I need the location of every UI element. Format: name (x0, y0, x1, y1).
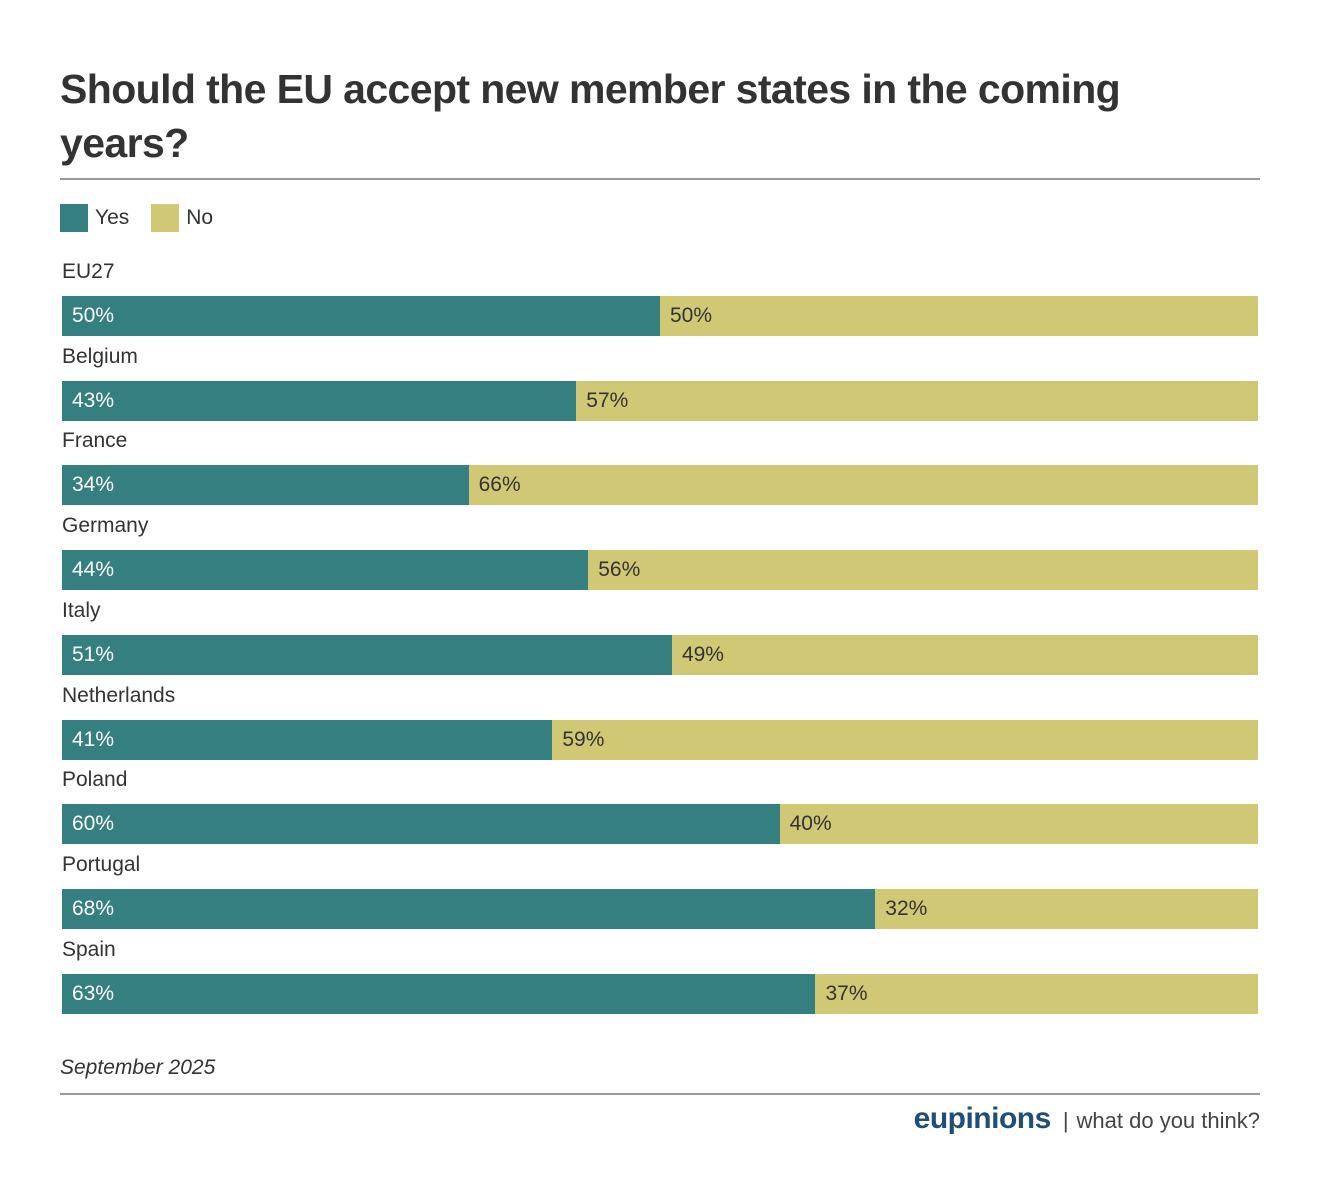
data-label-no-eu27: 50% (670, 304, 713, 327)
bar-no-germany (588, 550, 1258, 590)
data-label-no-belgium: 57% (586, 389, 629, 412)
bar-no-portugal (875, 889, 1258, 929)
bar-no-spain (815, 974, 1258, 1014)
legend-item-no: No (151, 204, 213, 232)
brand-footer: eupinions | what do you think? (914, 1102, 1260, 1136)
legend-label-yes: Yes (95, 206, 130, 229)
category-label-france: France (62, 429, 128, 452)
legend-label-no: No (186, 206, 214, 229)
bar-no-netherlands (552, 720, 1258, 760)
data-label-yes-eu27: 50% (72, 304, 115, 327)
chart-title: Should the EU accept new member states i… (60, 66, 1121, 166)
category-label-netherlands: Netherlands (62, 684, 176, 707)
data-label-no-portugal: 32% (885, 897, 928, 920)
data-label-no-netherlands: 59% (562, 728, 605, 751)
bar-yes-poland (62, 804, 780, 844)
category-label-portugal: Portugal (62, 853, 141, 876)
data-label-yes-portugal: 68% (72, 897, 115, 920)
data-label-no-spain: 37% (825, 982, 868, 1005)
bar-no-eu27 (660, 296, 1258, 336)
bar-yes-netherlands (62, 720, 553, 760)
category-label-italy: Italy (62, 599, 101, 622)
legend: Yes No (60, 204, 235, 232)
bar-no-italy (671, 635, 1258, 675)
bar-no-belgium (576, 381, 1258, 421)
bar-no-france (468, 465, 1258, 505)
legend-swatch-no (151, 204, 180, 232)
brand-separator: | (1062, 1108, 1069, 1133)
category-label-germany: Germany (62, 514, 149, 537)
bar-yes-eu27 (62, 296, 660, 336)
category-label-poland: Poland (62, 768, 128, 791)
data-label-no-france: 66% (478, 473, 521, 496)
brand-logo: eupinions (913, 1102, 1052, 1135)
data-label-yes-netherlands: 41% (72, 728, 115, 751)
data-label-yes-spain: 63% (72, 982, 115, 1005)
bar-yes-portugal (62, 889, 876, 929)
data-label-yes-france: 34% (72, 473, 115, 496)
bar-no-poland (779, 804, 1258, 844)
survey-date: September 2025 (60, 1056, 216, 1079)
data-label-no-poland: 40% (789, 812, 832, 835)
data-label-no-italy: 49% (681, 643, 724, 666)
data-label-yes-belgium: 43% (72, 389, 115, 412)
legend-swatch-yes (60, 204, 88, 232)
data-label-no-germany: 56% (598, 558, 641, 581)
data-label-yes-poland: 60% (72, 812, 115, 835)
category-label-eu27: EU27 (62, 260, 115, 283)
data-label-yes-germany: 44% (72, 558, 115, 581)
bar-yes-spain (62, 974, 816, 1014)
brand-tagline: what do you think? (1076, 1108, 1260, 1133)
legend-item-yes: Yes (60, 204, 129, 232)
title-divider (60, 178, 1260, 180)
data-label-yes-italy: 51% (72, 643, 115, 666)
category-label-belgium: Belgium (62, 345, 138, 368)
bar-yes-france (62, 465, 469, 505)
category-label-spain: Spain (62, 938, 116, 961)
bar-yes-belgium (62, 381, 577, 421)
stacked-bar-chart: EU27 50% 50% Belgium 43% 57% France 34% 66% Germa… (62, 260, 1258, 1014)
bar-yes-italy (62, 635, 672, 675)
bar-yes-germany (62, 550, 589, 590)
footer-divider (60, 1093, 1260, 1095)
